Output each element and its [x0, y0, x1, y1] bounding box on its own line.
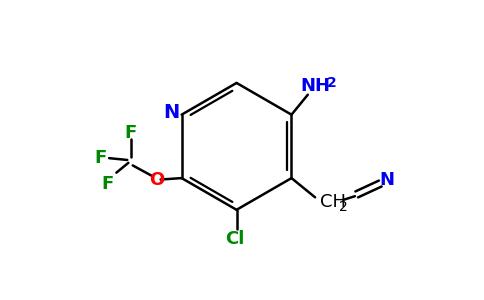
Text: N: N — [379, 171, 394, 189]
Text: F: F — [125, 124, 137, 142]
Text: F: F — [101, 175, 113, 193]
Text: O: O — [149, 171, 164, 189]
Text: CH: CH — [320, 194, 347, 211]
Text: N: N — [164, 103, 180, 122]
Text: NH: NH — [301, 77, 331, 95]
Text: 2: 2 — [339, 200, 348, 214]
Text: F: F — [94, 149, 106, 167]
Text: Cl: Cl — [225, 230, 244, 248]
Text: 2: 2 — [327, 76, 336, 90]
